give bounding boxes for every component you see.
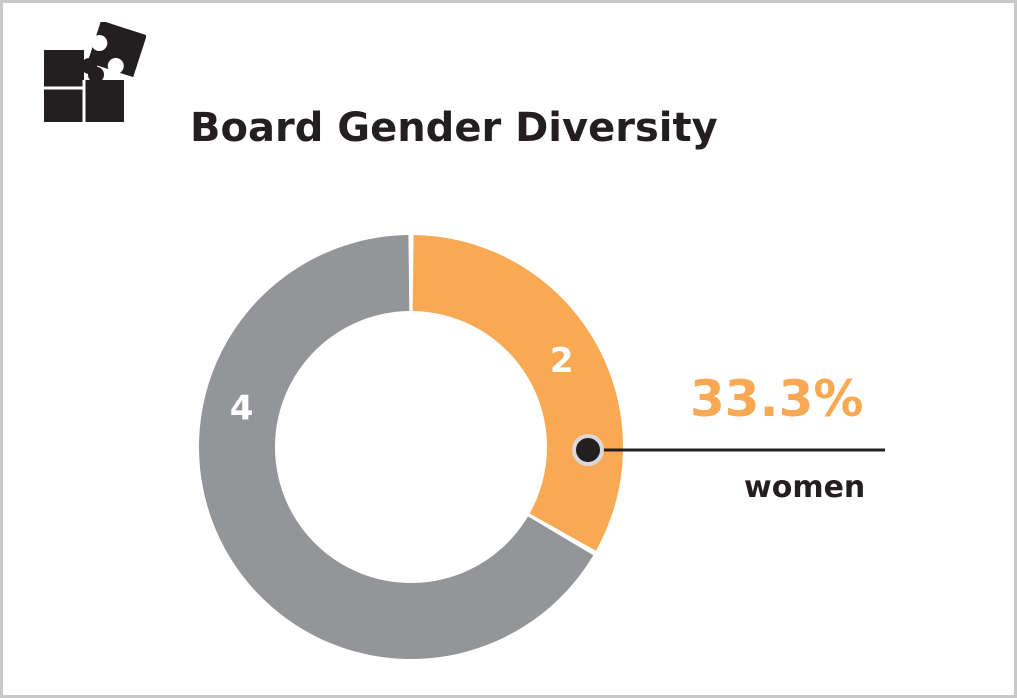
slice-value-label: 2 bbox=[550, 341, 574, 381]
callout-marker bbox=[572, 434, 604, 466]
donut-slice-women bbox=[412, 235, 623, 551]
donut-slice-other bbox=[199, 235, 594, 660]
chart-title: Board Gender Diversity bbox=[190, 105, 718, 151]
slice-value-label: 4 bbox=[230, 388, 254, 428]
callout-percent: 33.3% bbox=[690, 370, 864, 428]
puzzle-icon bbox=[44, 22, 146, 122]
callout-category: women bbox=[744, 470, 866, 505]
